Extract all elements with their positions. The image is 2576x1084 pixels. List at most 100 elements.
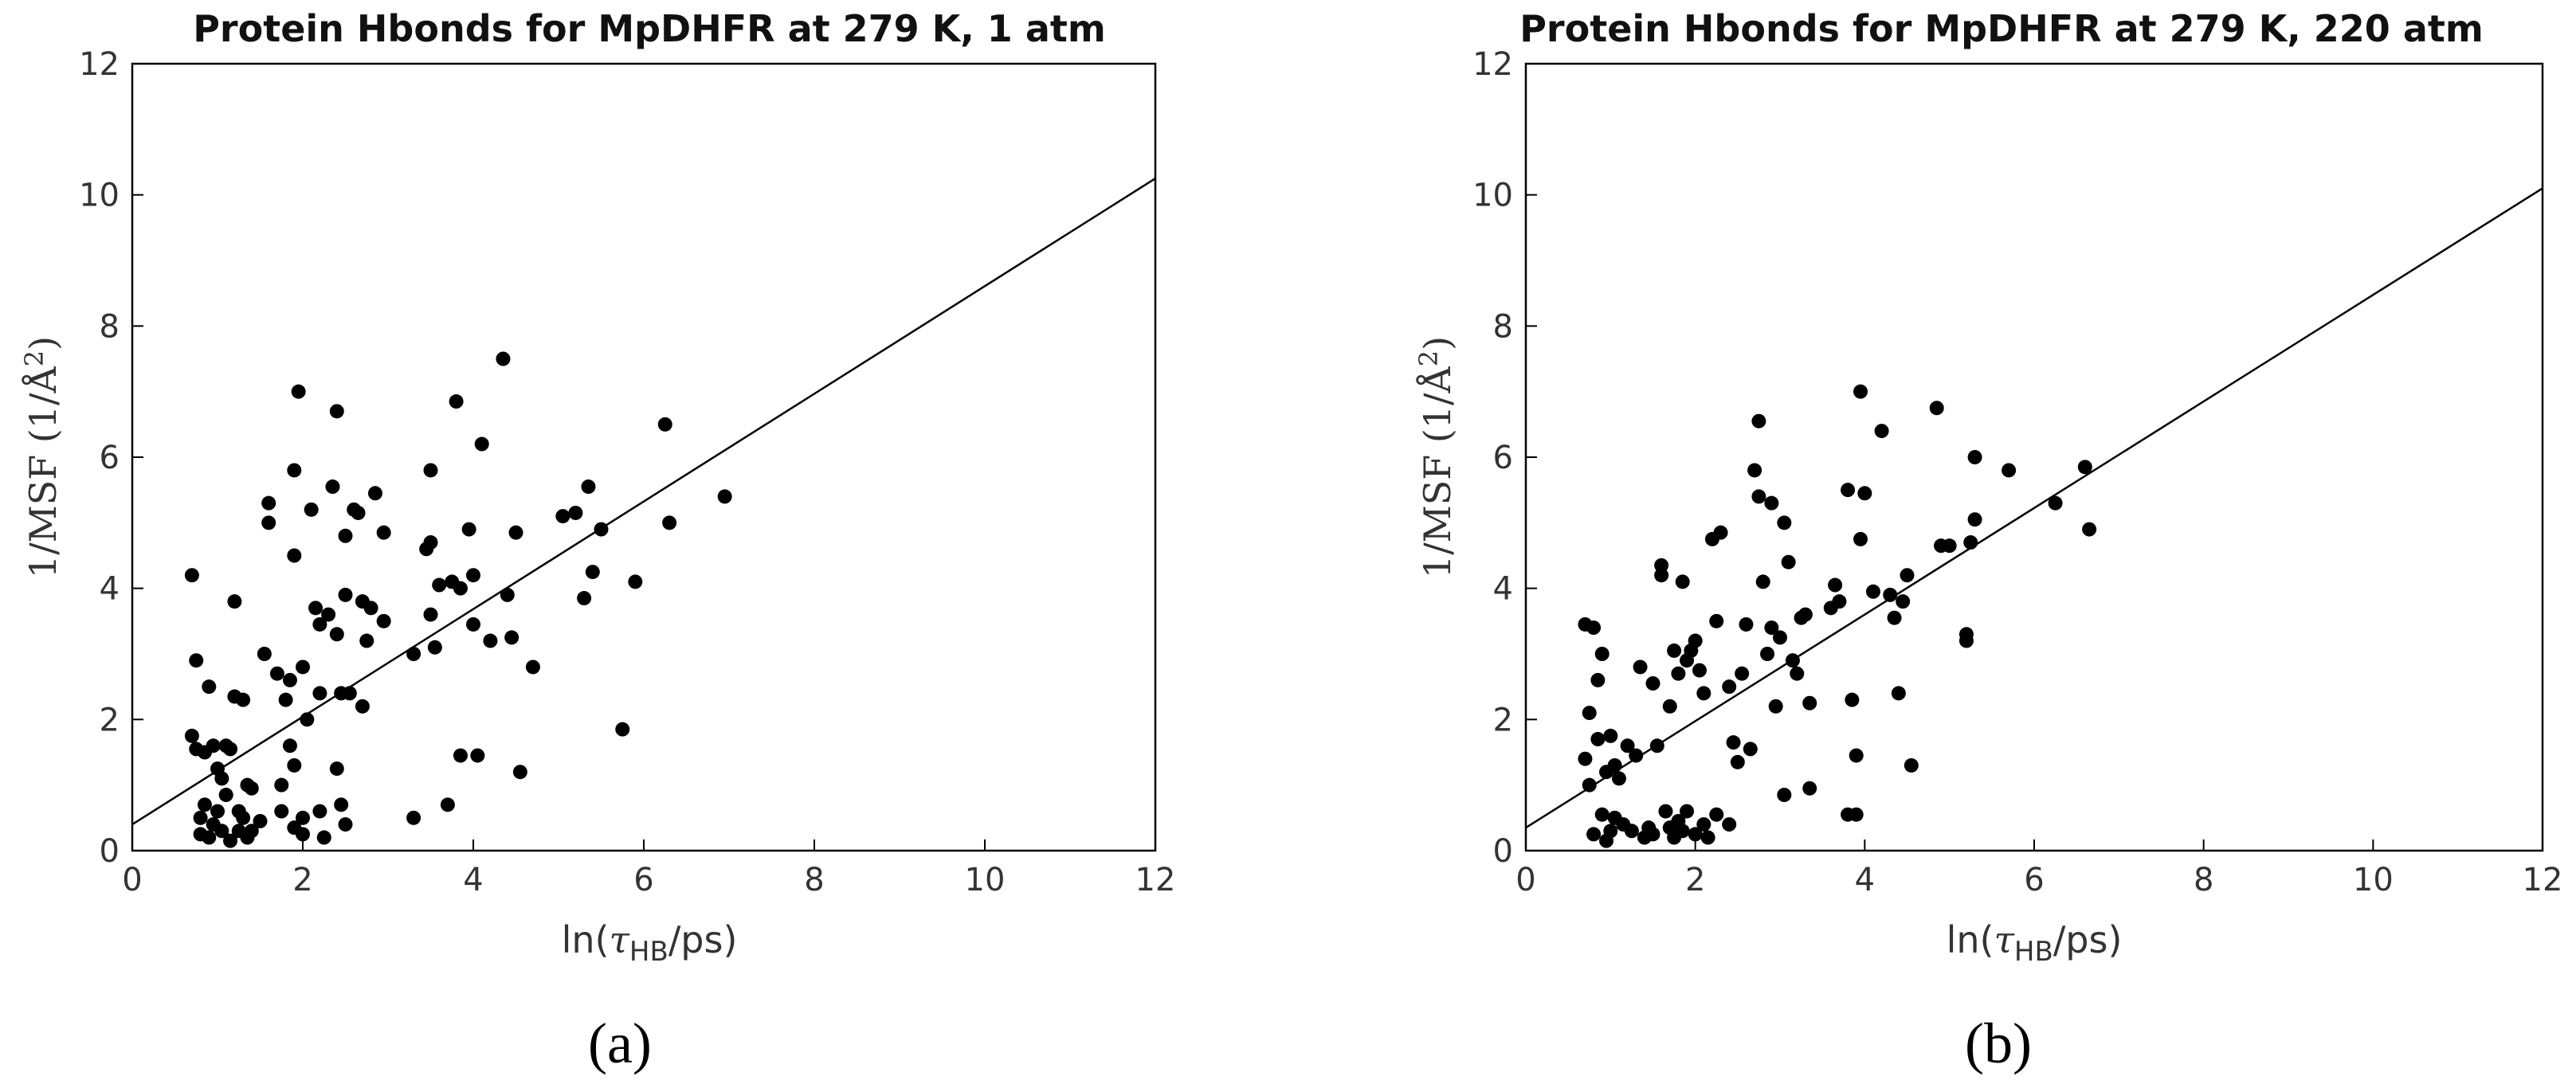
panel-a-data-point: [287, 757, 302, 773]
panel-a-data-point: [662, 515, 677, 530]
panel-b-data-point: [1582, 777, 1597, 792]
panel-a-x-axis-label: ln(τHB/ps): [562, 918, 738, 968]
panel-a-data-point: [316, 830, 331, 845]
panel-a-x-tick-label: 6: [633, 862, 653, 898]
panel-b-data-point: [1667, 643, 1682, 658]
panel-a-data-point: [329, 761, 344, 777]
panel-a-x-tick-label: 0: [122, 862, 142, 898]
panel-a-data-point: [483, 633, 498, 648]
panel-a-y-tick-label: 8: [100, 308, 120, 345]
panel-a-data-point: [367, 486, 382, 501]
panel-a-data-point: [474, 436, 489, 452]
panel-a-data-point: [329, 627, 344, 642]
panel-a-data-point: [359, 633, 374, 648]
panel-b-data-point: [1896, 594, 1911, 609]
panel-b-data-point: [1904, 757, 1919, 773]
panel-a-data-point: [585, 565, 600, 580]
panel-a-data-point: [449, 394, 464, 409]
panel-b-data-point: [1743, 742, 1758, 757]
panel-b-data-point: [1726, 735, 1741, 750]
panel-a-data-point: [470, 748, 485, 763]
panel-b-data-point: [1730, 754, 1745, 769]
panel-b-data-point: [1967, 512, 1982, 527]
panel-a-data-point: [406, 810, 421, 825]
panel-b-data-point: [1582, 706, 1597, 721]
panel-a-data-point: [312, 686, 327, 701]
panel-b-data-point: [1594, 807, 1610, 822]
panel-a-data-point: [278, 692, 293, 707]
panel-a-data-point: [466, 616, 480, 632]
panel-b-data-point: [1688, 633, 1703, 648]
panel-b-y-tick-label: 6: [1493, 440, 1513, 476]
panel-a-data-point: [423, 463, 438, 478]
panel-a-data-point: [406, 647, 421, 661]
panel-b: Protein Hbonds for MpDHFR at 279 K, 220 …: [1413, 7, 2562, 1075]
panel-b-data-point: [1853, 384, 1868, 399]
panel-b-data-point: [1603, 824, 1618, 839]
panel-b-axis-ticks: 0 2 4 6 8 10 12 0 2 4 6 8 10 12: [1472, 46, 2562, 898]
panel-b-x-tick-label: 12: [2523, 862, 2563, 898]
panel-b-data-point: [1883, 587, 1898, 602]
panel-b-data-point: [1722, 679, 1737, 695]
panel-a-y-axis-label: 1/MSF (1/Å2): [19, 336, 65, 578]
panel-a-data-point: [244, 781, 259, 796]
panel-b-data-point: [1828, 577, 1843, 593]
panel-b-data-point: [1620, 738, 1635, 753]
panel-b-title: Protein Hbonds for MpDHFR at 279 K, 220 …: [1519, 7, 2484, 50]
panel-b-data-point: [1675, 824, 1690, 839]
panel-b-data-point: [1849, 748, 1864, 763]
panel-b-data-point: [1802, 695, 1817, 710]
panel-b-data-point: [1929, 401, 1944, 416]
panel-a-data-point: [184, 568, 199, 583]
panel-a-data-point: [236, 692, 251, 707]
panel-b-data-point: [1790, 666, 1805, 681]
panel-b-data-point: [1739, 616, 1754, 632]
panel-a-data-point: [338, 817, 353, 832]
panel-a-label: (a): [588, 1012, 652, 1075]
panel-a-data-point: [568, 505, 583, 520]
panel-a-data-point: [496, 351, 511, 366]
panel-a-data-point: [342, 686, 357, 701]
panel-b-y-tick-label: 0: [1493, 833, 1513, 870]
panel-a-data-point: [500, 587, 515, 602]
panel-a-data-point: [717, 489, 732, 504]
panel-b-data-point: [1768, 699, 1783, 714]
panel-b-data-point: [1832, 594, 1847, 609]
panel-b-data-point: [1849, 807, 1864, 822]
panel-a-x-tick-label: 10: [965, 862, 1006, 898]
panel-a-data-point: [274, 804, 289, 819]
panel-a-data-point: [296, 659, 310, 675]
panel-b-data-point: [1594, 647, 1610, 661]
panel-a-data-point: [594, 522, 609, 537]
panel-b-data-point: [1760, 647, 1775, 661]
panel-b-data-point: [1751, 413, 1766, 429]
panel-a-data-point: [504, 630, 520, 645]
panel-a-data-point: [253, 813, 268, 828]
panel-b-data-point: [1607, 757, 1622, 773]
panel-b-data-point: [1942, 538, 1957, 554]
panel-a-data-point: [466, 568, 480, 583]
panel-a-data-point: [423, 607, 438, 622]
panel-b-data-point: [2048, 495, 2063, 511]
panel-b-x-tick-label: 8: [2194, 862, 2213, 898]
panel-a-data-point: [312, 804, 327, 819]
panel-a-data-point: [218, 788, 233, 803]
panel-a-data-point: [334, 797, 349, 812]
panel-b-data-point: [1709, 613, 1724, 628]
panel-a-data-point: [338, 528, 353, 543]
panel-a-data-point: [261, 515, 276, 530]
panel-a-data-point: [202, 830, 217, 845]
panel-a-data-point: [615, 722, 630, 737]
panel-a-data-point: [206, 738, 221, 753]
panel-a-scatter-points: [184, 351, 732, 848]
panel-a-data-point: [355, 699, 370, 714]
panel-b-data-point: [1764, 620, 1779, 636]
panel-b-data-point: [1798, 607, 1813, 622]
panel-a-data-point: [189, 653, 204, 668]
panel-a-data-point: [287, 463, 302, 478]
panel-b-data-point: [1735, 666, 1750, 681]
panel-b-y-axis-label: 1/MSF (1/Å2): [1413, 336, 1459, 578]
panel-b-data-point: [1709, 807, 1724, 822]
panel-a-fit-line: [131, 178, 1156, 826]
panel-b-data-point: [1747, 463, 1762, 478]
